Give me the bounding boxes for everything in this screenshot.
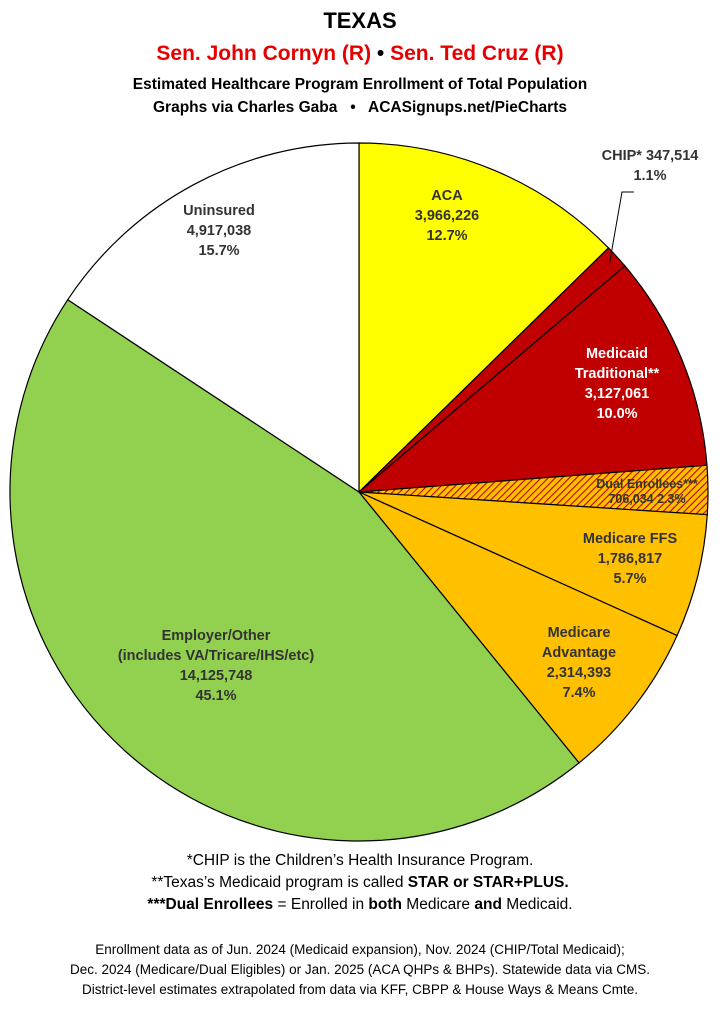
footnote-dual-text-2: Medicare bbox=[401, 896, 475, 913]
footnote-dual-text-1: = Enrolled in bbox=[273, 896, 369, 913]
pie-chart: ACA 3,966,226 12.7% CHIP* 347,514 1.1% Medica… bbox=[9, 142, 709, 842]
pie-slice-medicare-ffs bbox=[358, 491, 708, 637]
footer-line-3: District-level estimates extrapolated fr… bbox=[82, 982, 638, 997]
footnote-dual-and: and bbox=[474, 896, 502, 913]
footnote-chip: *CHIP is the Children’s Health Insurance… bbox=[186, 852, 534, 869]
data-sources-footer: Enrollment data as of Jun. 2024 (Medicai… bbox=[0, 940, 720, 1000]
footnote-dual: ***Dual Enrollees = Enrolled in both Med… bbox=[0, 894, 720, 916]
footnote-medicaid: **Texas’s Medicaid program is called STA… bbox=[0, 872, 720, 894]
pie-slice-employer-other bbox=[9, 298, 580, 842]
slice-label-medicare-ffs: Medicare FFS 1,786,817 5.7% bbox=[583, 531, 678, 587]
slice-label-employer-other: Employer/Other (includes VA/Tricare/IHS/e… bbox=[118, 628, 315, 704]
senator-cruz: Sen. Ted Cruz (R) bbox=[390, 42, 564, 65]
chip-leader-line bbox=[608, 191, 634, 264]
pie-slice-medicaid bbox=[357, 265, 708, 493]
footer-line-1: Enrollment data as of Jun. 2024 (Medicai… bbox=[95, 942, 625, 957]
senators-line: Sen. John Cornyn (R) • Sen. Ted Cruz (R) bbox=[0, 42, 720, 66]
senator-cornyn: Sen. John Cornyn (R) bbox=[156, 42, 372, 65]
pie-slice-uninsured bbox=[66, 142, 360, 494]
slice-label-chip: CHIP* 347,514 1.1% bbox=[602, 148, 699, 184]
footnotes: *CHIP is the Children’s Health Insurance… bbox=[0, 850, 720, 916]
slice-label-uninsured: Uninsured 4,917,038 15.7% bbox=[183, 203, 255, 259]
pie-slice-medicare bbox=[358, 491, 678, 764]
slice-label-dual-enrollees: Dual Enrollees*** 706,034 2.3% bbox=[596, 477, 698, 506]
chart-subtitle: Estimated Healthcare Program Enrollment … bbox=[132, 76, 588, 93]
footnote-dual-both: both bbox=[368, 896, 402, 913]
footer-line-2: Dec. 2024 (Medicare/Dual Eligibles) or J… bbox=[70, 962, 650, 977]
chart-title: TEXAS bbox=[323, 8, 397, 33]
pie-slice-aca bbox=[358, 142, 610, 494]
senator-separator: • bbox=[376, 42, 385, 65]
footnote-medicaid-text: **Texas’s Medicaid program is called bbox=[151, 874, 408, 891]
footnote-dual-text-3: Medicaid. bbox=[501, 896, 573, 913]
footnote-dual-term: ***Dual Enrollees bbox=[147, 896, 274, 913]
chart-source: Graphs via Charles Gaba • ACASignups.net… bbox=[153, 99, 567, 116]
footnote-medicaid-name: STAR or STAR+PLUS. bbox=[407, 874, 569, 891]
slice-label-medicare: Medicare Advantage 2,314,393 7.4% bbox=[542, 625, 616, 701]
slice-label-medicaid: Medicaid Traditional** 3,127,061 10.0% bbox=[575, 346, 660, 422]
slice-label-aca: ACA 3,966,226 12.7% bbox=[415, 188, 480, 244]
